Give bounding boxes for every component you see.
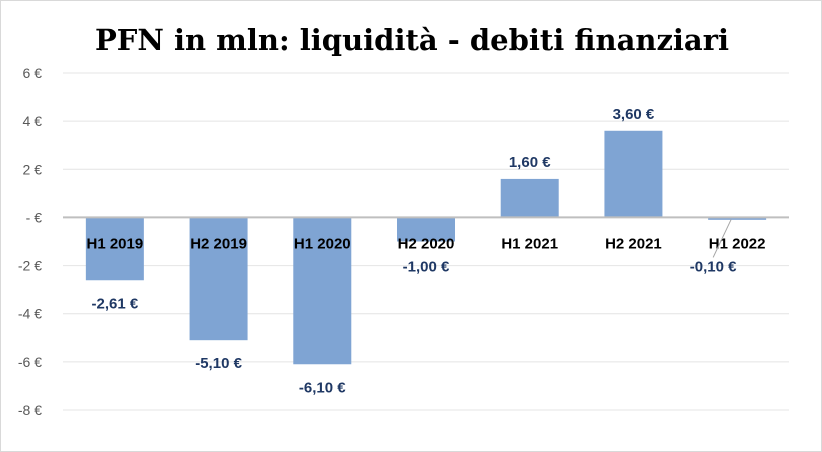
y-tick-label: 2 €	[23, 161, 43, 177]
y-tick-label: -4 €	[18, 306, 42, 322]
chart-title: PFN in mln: liquidità - debiti finanziar…	[95, 23, 729, 57]
data-labels: -2,61 € -5,10 € -6,10 € -1,00 € 1,60 € 3,60 €…	[92, 106, 738, 396]
bar	[500, 178, 559, 218]
y-tick-label: 6 €	[23, 65, 43, 81]
bar	[189, 217, 248, 341]
y-tick-label: -6 €	[18, 354, 42, 370]
y-tick-label: -8 €	[18, 402, 42, 418]
data-label: 1,60 €	[509, 154, 551, 171]
bar	[397, 217, 455, 242]
bar	[708, 217, 767, 220]
y-tick-label: - €	[26, 209, 43, 225]
bar	[85, 217, 144, 281]
x-axis-labels: H1 2019 H2 2019 H1 2020 H2 2020 H1 2021 H2 20…	[86, 235, 765, 252]
x-tick-label: H1 2020	[294, 235, 351, 252]
data-label: -5,10 €	[195, 355, 242, 372]
bars	[85, 130, 767, 365]
leader-line	[712, 219, 732, 258]
gridlines	[63, 72, 789, 411]
data-label: 3,60 €	[613, 106, 655, 123]
x-tick-label: H2 2020	[398, 235, 455, 252]
y-axis-ticks: 6 € 4 € 2 € - € -2 € -4 € -6 € -8 €	[18, 65, 42, 418]
x-tick-label: H2 2019	[190, 235, 247, 252]
bar	[604, 130, 663, 218]
x-tick-label: H1 2019	[86, 235, 143, 252]
x-tick-label: H1 2022	[709, 235, 766, 252]
data-label: -6,10 €	[299, 379, 346, 396]
data-label: -0,10 €	[690, 258, 737, 275]
data-label: -2,61 €	[92, 295, 139, 312]
bar	[293, 217, 352, 365]
y-tick-label: -2 €	[18, 258, 42, 274]
x-tick-label: H1 2021	[501, 235, 558, 252]
y-tick-label: 4 €	[23, 113, 43, 129]
data-label: -1,00 €	[403, 258, 450, 275]
x-tick-label: H2 2021	[605, 235, 662, 252]
